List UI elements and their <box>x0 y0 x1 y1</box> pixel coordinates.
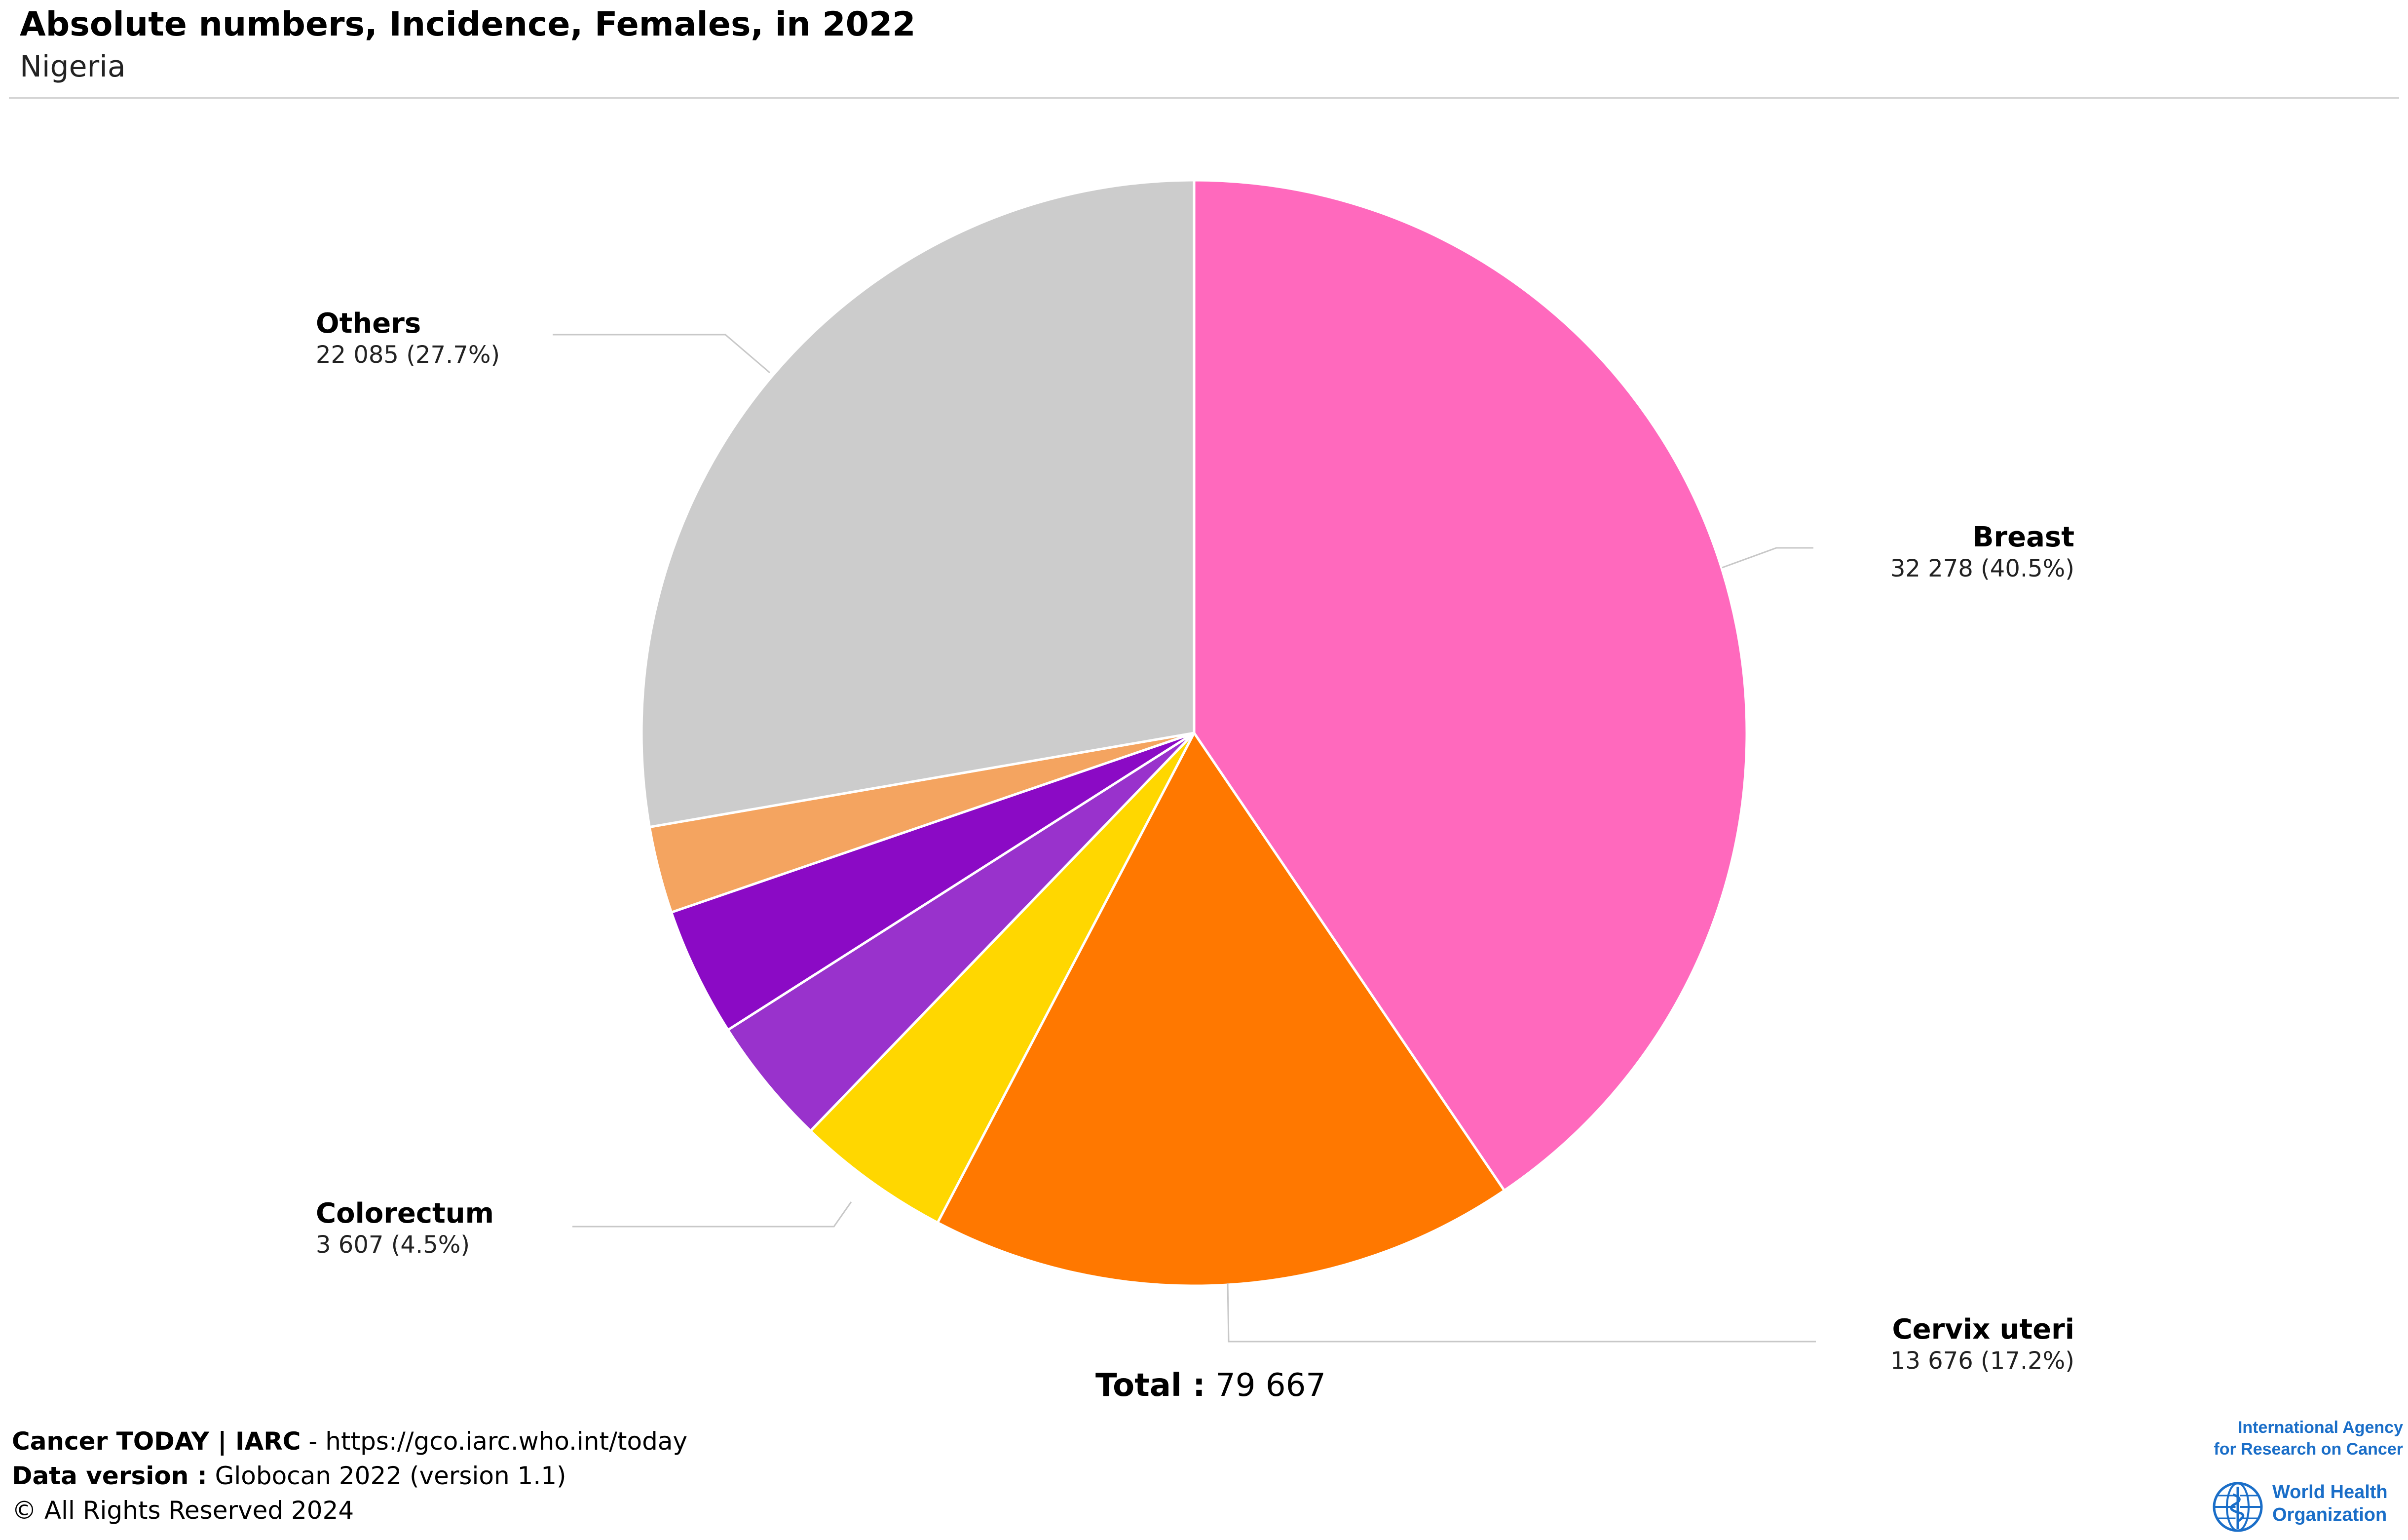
pie-slices <box>640 179 1748 1287</box>
total-line: Total : 79 667 <box>1095 1367 1326 1404</box>
label-colorectum: Colorectum 3 607 (4.5%) <box>316 1197 494 1260</box>
label-colorectum-value: 3 607 (4.5%) <box>316 1231 470 1259</box>
label-breast-name: Breast <box>1972 521 2074 553</box>
label-cervix-uteri-name: Cervix uteri <box>1892 1313 2074 1346</box>
pie-slice-cervix-uteri <box>936 732 1506 1287</box>
who-emblem-icon <box>2213 1482 2263 1532</box>
leader-line-breast <box>1722 547 1813 569</box>
leader-line-others <box>553 334 770 374</box>
label-breast: Breast 32 278 (40.5%) <box>1890 521 2074 583</box>
pie-slice-unlabeled-3 <box>726 732 1196 1132</box>
leader-lines <box>553 334 1816 1343</box>
footer-source-url: - https://gco.iarc.who.int/today <box>301 1427 688 1456</box>
who-logo-line2: Organization <box>2272 1504 2387 1525</box>
pie-slice-others <box>640 179 1196 829</box>
pie-slice-colorectum <box>809 732 1196 1224</box>
total-label: Total : <box>1095 1367 1205 1404</box>
who-logo: World Health Organization <box>2211 1480 2408 1534</box>
footer-copyright: © All Rights Reserved 2024 <box>12 1496 354 1525</box>
iarc-logo-line2: for Research on Cancer <box>2214 1440 2403 1459</box>
chart-subtitle: Nigeria <box>20 49 126 84</box>
label-cervix-uteri-value: 13 676 (17.2%) <box>1890 1347 2074 1375</box>
footer-source-name: Cancer TODAY | IARC <box>12 1427 301 1456</box>
iarc-logo-line1: International Agency <box>2237 1418 2403 1437</box>
label-others-value: 22 085 (27.7%) <box>316 341 500 369</box>
footer-data-version-value: Globocan 2022 (version 1.1) <box>207 1462 566 1490</box>
footer: Cancer TODAY | IARC - https://gco.iarc.w… <box>12 1424 687 1528</box>
who-logo-text: World Health Organization <box>2272 1481 2388 1526</box>
leader-line-colorectum <box>572 1201 852 1228</box>
iarc-logo: International Agency for Research on Can… <box>2214 1417 2403 1460</box>
label-colorectum-name: Colorectum <box>316 1197 494 1230</box>
label-others-name: Others <box>316 308 421 340</box>
label-others: Others 22 085 (27.7%) <box>316 307 500 370</box>
footer-source: Cancer TODAY | IARC - https://gco.iarc.w… <box>12 1424 687 1459</box>
label-breast-value: 32 278 (40.5%) <box>1890 555 2074 583</box>
logo-area: International Agency for Research on Can… <box>2211 1417 2408 1540</box>
chart-title: Absolute numbers, Incidence, Females, in… <box>20 5 916 44</box>
leader-line-cervix <box>1227 1283 1816 1343</box>
total-value: 79 667 <box>1215 1367 1326 1404</box>
footer-data-version-label: Data version : <box>12 1462 207 1490</box>
who-logo-line1: World Health <box>2272 1482 2388 1502</box>
footer-data-version: Data version : Globocan 2022 (version 1.… <box>12 1459 687 1493</box>
pie-slice-unlabeled-4 <box>670 732 1196 1032</box>
pie-slice-breast <box>1193 179 1748 1192</box>
label-cervix-uteri: Cervix uteri 13 676 (17.2%) <box>1890 1313 2074 1376</box>
title-divider <box>9 97 2399 99</box>
